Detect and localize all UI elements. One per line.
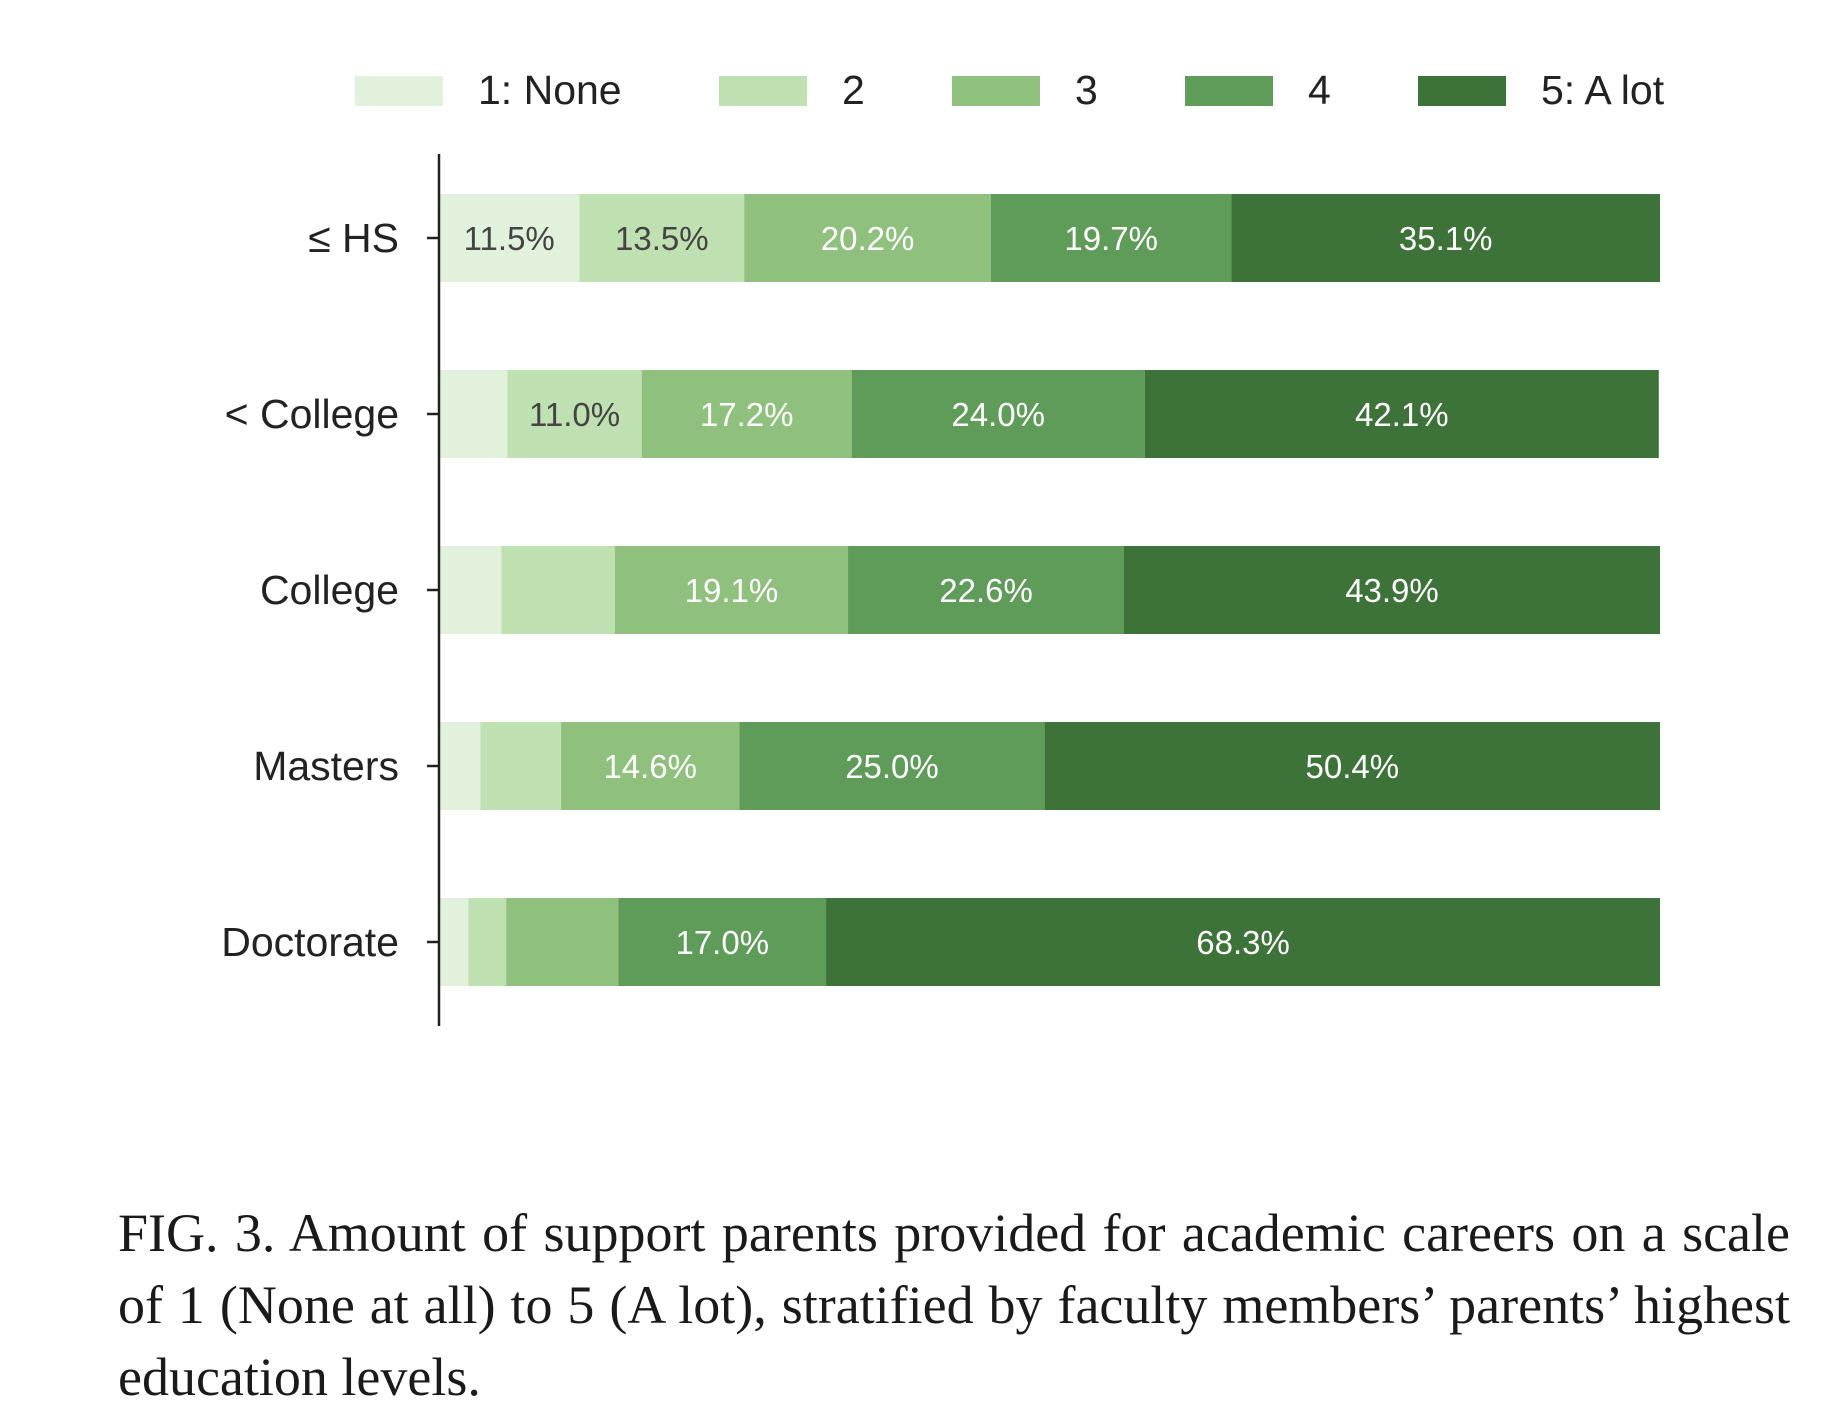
legend-label: 2 <box>842 67 865 113</box>
data-label: 11.5% <box>464 220 555 257</box>
bar-doctorate-4 <box>618 898 827 986</box>
data-label: 42.1% <box>1355 396 1449 433</box>
legend-swatch-1-none <box>355 76 443 106</box>
data-label: 14.6% <box>603 748 697 785</box>
data-label: 11.0% <box>529 396 620 433</box>
legend-swatch-4 <box>1185 76 1273 106</box>
bar-lt-college-4 <box>851 370 1145 458</box>
bar-masters-4 <box>739 722 1045 810</box>
bar-college-1-none <box>439 546 502 634</box>
data-label: 25.0% <box>845 748 939 785</box>
y-tick-label: Doctorate <box>221 919 399 965</box>
y-tick-label: < College <box>225 391 399 437</box>
bar-masters-3 <box>561 722 740 810</box>
data-label: 35.1% <box>1399 220 1493 257</box>
data-label: 13.5% <box>615 220 709 257</box>
data-label: 24.0% <box>951 396 1045 433</box>
bar-le-hs-1-none <box>439 194 580 282</box>
legend-label: 1: None <box>478 67 622 113</box>
bar-le-hs-4 <box>990 194 1232 282</box>
bar-le-hs-3 <box>744 194 991 282</box>
legend-swatch-2 <box>719 76 807 106</box>
figure-caption: FIG. 3. Amount of support parents provid… <box>118 1203 1790 1407</box>
data-label: 19.7% <box>1064 220 1158 257</box>
bar-le-hs-5-a-lot <box>1231 194 1660 282</box>
bar-masters-2 <box>480 722 562 810</box>
bar-college-4 <box>848 546 1124 634</box>
bar-lt-college-5-a-lot <box>1144 370 1659 458</box>
data-label: 43.9% <box>1345 572 1439 609</box>
data-label: 50.4% <box>1306 748 1400 785</box>
bar-lt-college-1-none <box>439 370 508 458</box>
bar-doctorate-2 <box>468 898 507 986</box>
legend-swatch-3 <box>952 76 1040 106</box>
legend-label: 3 <box>1075 67 1098 113</box>
bar-college-3 <box>614 546 849 634</box>
legend-label: 4 <box>1308 67 1331 113</box>
data-label: 22.6% <box>939 572 1033 609</box>
data-label: 68.3% <box>1196 924 1290 961</box>
legend-label: 5: A lot <box>1541 67 1665 113</box>
bar-college-5-a-lot <box>1123 546 1660 634</box>
data-label: 17.0% <box>675 924 769 961</box>
bar-lt-college-2 <box>507 370 642 458</box>
data-label: 17.2% <box>700 396 794 433</box>
bar-lt-college-3 <box>641 370 852 458</box>
legend-swatch-5-a-lot <box>1418 76 1506 106</box>
bar-college-2 <box>501 546 615 634</box>
y-tick-label: College <box>260 567 399 613</box>
bar-le-hs-2 <box>579 194 745 282</box>
bar-doctorate-1-none <box>439 898 469 986</box>
bar-doctorate-5-a-lot <box>826 898 1660 986</box>
data-label: 19.1% <box>685 572 779 609</box>
stacked-bar-chart: 11.5% 13.5% 20.2% 19.7% 35.1% ≤ HS 11.0% 17.2% 2… <box>221 67 1665 1026</box>
bar-doctorate-3 <box>506 898 619 986</box>
y-tick-label: Masters <box>253 743 399 789</box>
y-tick-label: ≤ HS <box>308 215 399 261</box>
bar-masters-1-none <box>439 722 481 810</box>
data-label: 20.2% <box>821 220 915 257</box>
bar-masters-5-a-lot <box>1044 722 1660 810</box>
